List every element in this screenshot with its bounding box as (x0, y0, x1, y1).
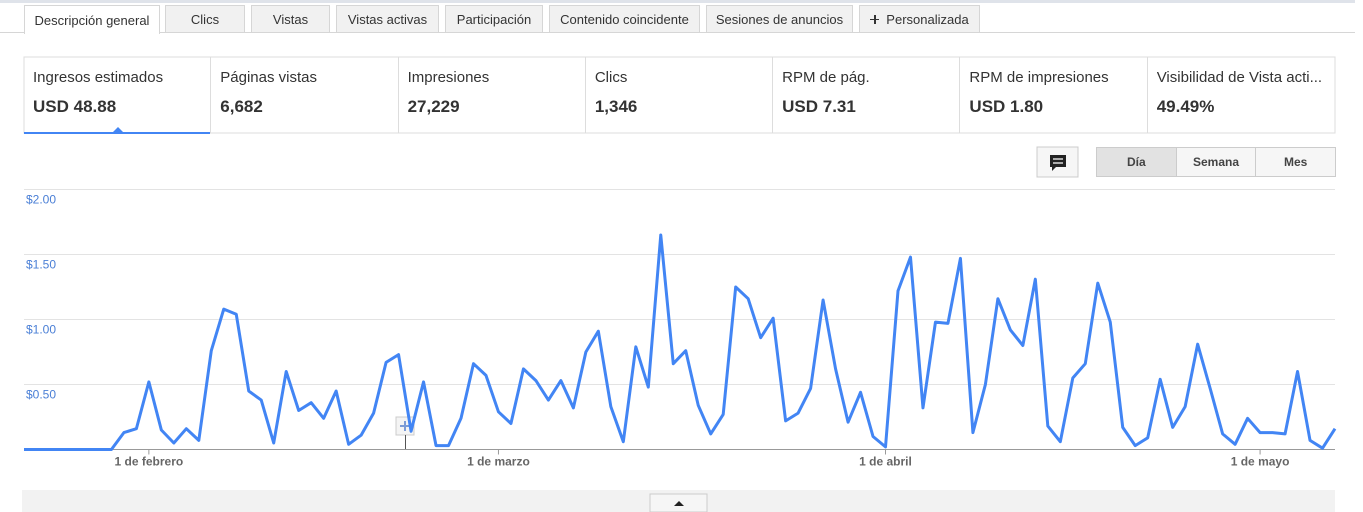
metric-value: 49.49% (1156, 97, 1215, 116)
x-tick-label: 1 de mayo (1231, 455, 1290, 469)
tab[interactable]: Personalizada (859, 5, 980, 32)
line-series (24, 233, 1337, 451)
metric-value: USD 48.88 (33, 97, 117, 116)
period-button[interactable]: Semana (1175, 147, 1257, 177)
metrics-box (23, 56, 1336, 134)
period-button[interactable]: Mes (1255, 147, 1336, 177)
plus-icon (870, 14, 880, 24)
tab-label: Contenido coincidente (560, 11, 689, 27)
active-metric-notch (112, 127, 124, 133)
metric-value: 27,229 (407, 97, 460, 116)
metric-value: 6,682 (220, 97, 263, 116)
y-tick-label: $2.00 (26, 193, 56, 207)
metric-card[interactable]: Páginas vistas 6,682 (211, 57, 399, 133)
period-button[interactable]: Día (1096, 147, 1177, 177)
tab-label: Vistas (272, 11, 309, 27)
metric-label: Ingresos estimados (33, 69, 164, 86)
metric-value: USD 7.31 (782, 97, 856, 116)
plus-v (874, 14, 876, 24)
metric-label: RPM de impresiones (969, 69, 1109, 86)
x-tick-label: 1 de abril (859, 455, 912, 469)
metric-label: RPM de pág. (782, 69, 870, 86)
metric-label: Clics (594, 69, 628, 86)
metric-card[interactable]: Impresiones 27,229 (399, 57, 586, 133)
metric-card[interactable]: Ingresos estimados USD 48.88 (24, 57, 212, 133)
metric-label: Páginas vistas (220, 69, 317, 86)
tab[interactable]: Contenido coincidente (549, 5, 700, 32)
metric-value: USD 1.80 (969, 97, 1044, 116)
metric-card[interactable]: RPM de impresiones USD 1.80 (960, 57, 1148, 133)
tab[interactable]: Vistas activas (336, 5, 439, 32)
tab-label: Clics (190, 11, 220, 27)
tab[interactable]: Vistas (251, 5, 330, 32)
comment-button[interactable] (1036, 146, 1079, 178)
tab[interactable]: Clics (165, 5, 245, 32)
tab-label: Personalizada (886, 11, 969, 27)
tab[interactable]: Participación (445, 5, 543, 32)
comment-icon-lines (1053, 158, 1063, 164)
x-tick-label: 1 de marzo (467, 455, 530, 469)
metric-card[interactable]: Visibilidad de Vista acti... 49.49% (1148, 57, 1335, 133)
collapse-arrow (674, 501, 684, 506)
y-tick-label: $1.00 (26, 323, 56, 337)
tab[interactable]: Descripción general (24, 5, 160, 34)
tab-label: Participación (456, 11, 532, 27)
metric-label: Impresiones (407, 69, 490, 86)
tab-label: Sesiones de anuncios (715, 11, 844, 27)
y-tick-label: $1.50 (26, 258, 56, 272)
tab-label: Descripción general (34, 12, 150, 28)
annotation-plus (400, 421, 410, 431)
tab-label: Vistas activas (347, 11, 428, 27)
y-tick-label: $0.50 (26, 388, 56, 402)
metric-value: 1,346 (594, 97, 638, 116)
metric-card[interactable]: Clics 1,346 (586, 57, 774, 133)
metric-card[interactable]: RPM de pág. USD 7.31 (773, 57, 961, 133)
metric-label: Visibilidad de Vista acti... (1156, 69, 1323, 86)
tab[interactable]: Sesiones de anuncios (706, 5, 853, 32)
x-tick-label: 1 de febrero (115, 455, 184, 469)
